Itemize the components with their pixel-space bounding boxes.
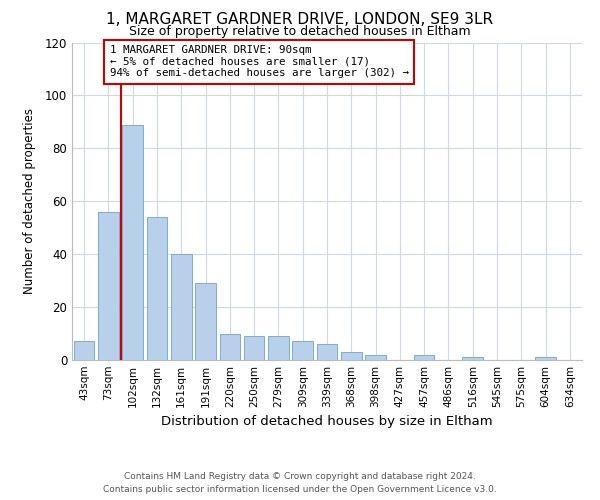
Bar: [171, 254, 191, 360]
Bar: [268, 336, 289, 360]
Bar: [220, 334, 240, 360]
Bar: [74, 342, 94, 360]
Text: Contains HM Land Registry data © Crown copyright and database right 2024.
Contai: Contains HM Land Registry data © Crown c…: [103, 472, 497, 494]
Bar: [244, 336, 265, 360]
Bar: [341, 352, 362, 360]
Bar: [414, 354, 434, 360]
Bar: [292, 342, 313, 360]
Y-axis label: Number of detached properties: Number of detached properties: [23, 108, 37, 294]
Bar: [122, 124, 143, 360]
Bar: [365, 354, 386, 360]
Bar: [195, 284, 216, 360]
Text: Size of property relative to detached houses in Eltham: Size of property relative to detached ho…: [129, 25, 471, 38]
X-axis label: Distribution of detached houses by size in Eltham: Distribution of detached houses by size …: [161, 416, 493, 428]
Text: 1 MARGARET GARDNER DRIVE: 90sqm
← 5% of detached houses are smaller (17)
94% of : 1 MARGARET GARDNER DRIVE: 90sqm ← 5% of …: [110, 45, 409, 78]
Bar: [535, 358, 556, 360]
Bar: [98, 212, 119, 360]
Bar: [463, 358, 483, 360]
Bar: [146, 217, 167, 360]
Bar: [317, 344, 337, 360]
Text: 1, MARGARET GARDNER DRIVE, LONDON, SE9 3LR: 1, MARGARET GARDNER DRIVE, LONDON, SE9 3…: [106, 12, 494, 28]
